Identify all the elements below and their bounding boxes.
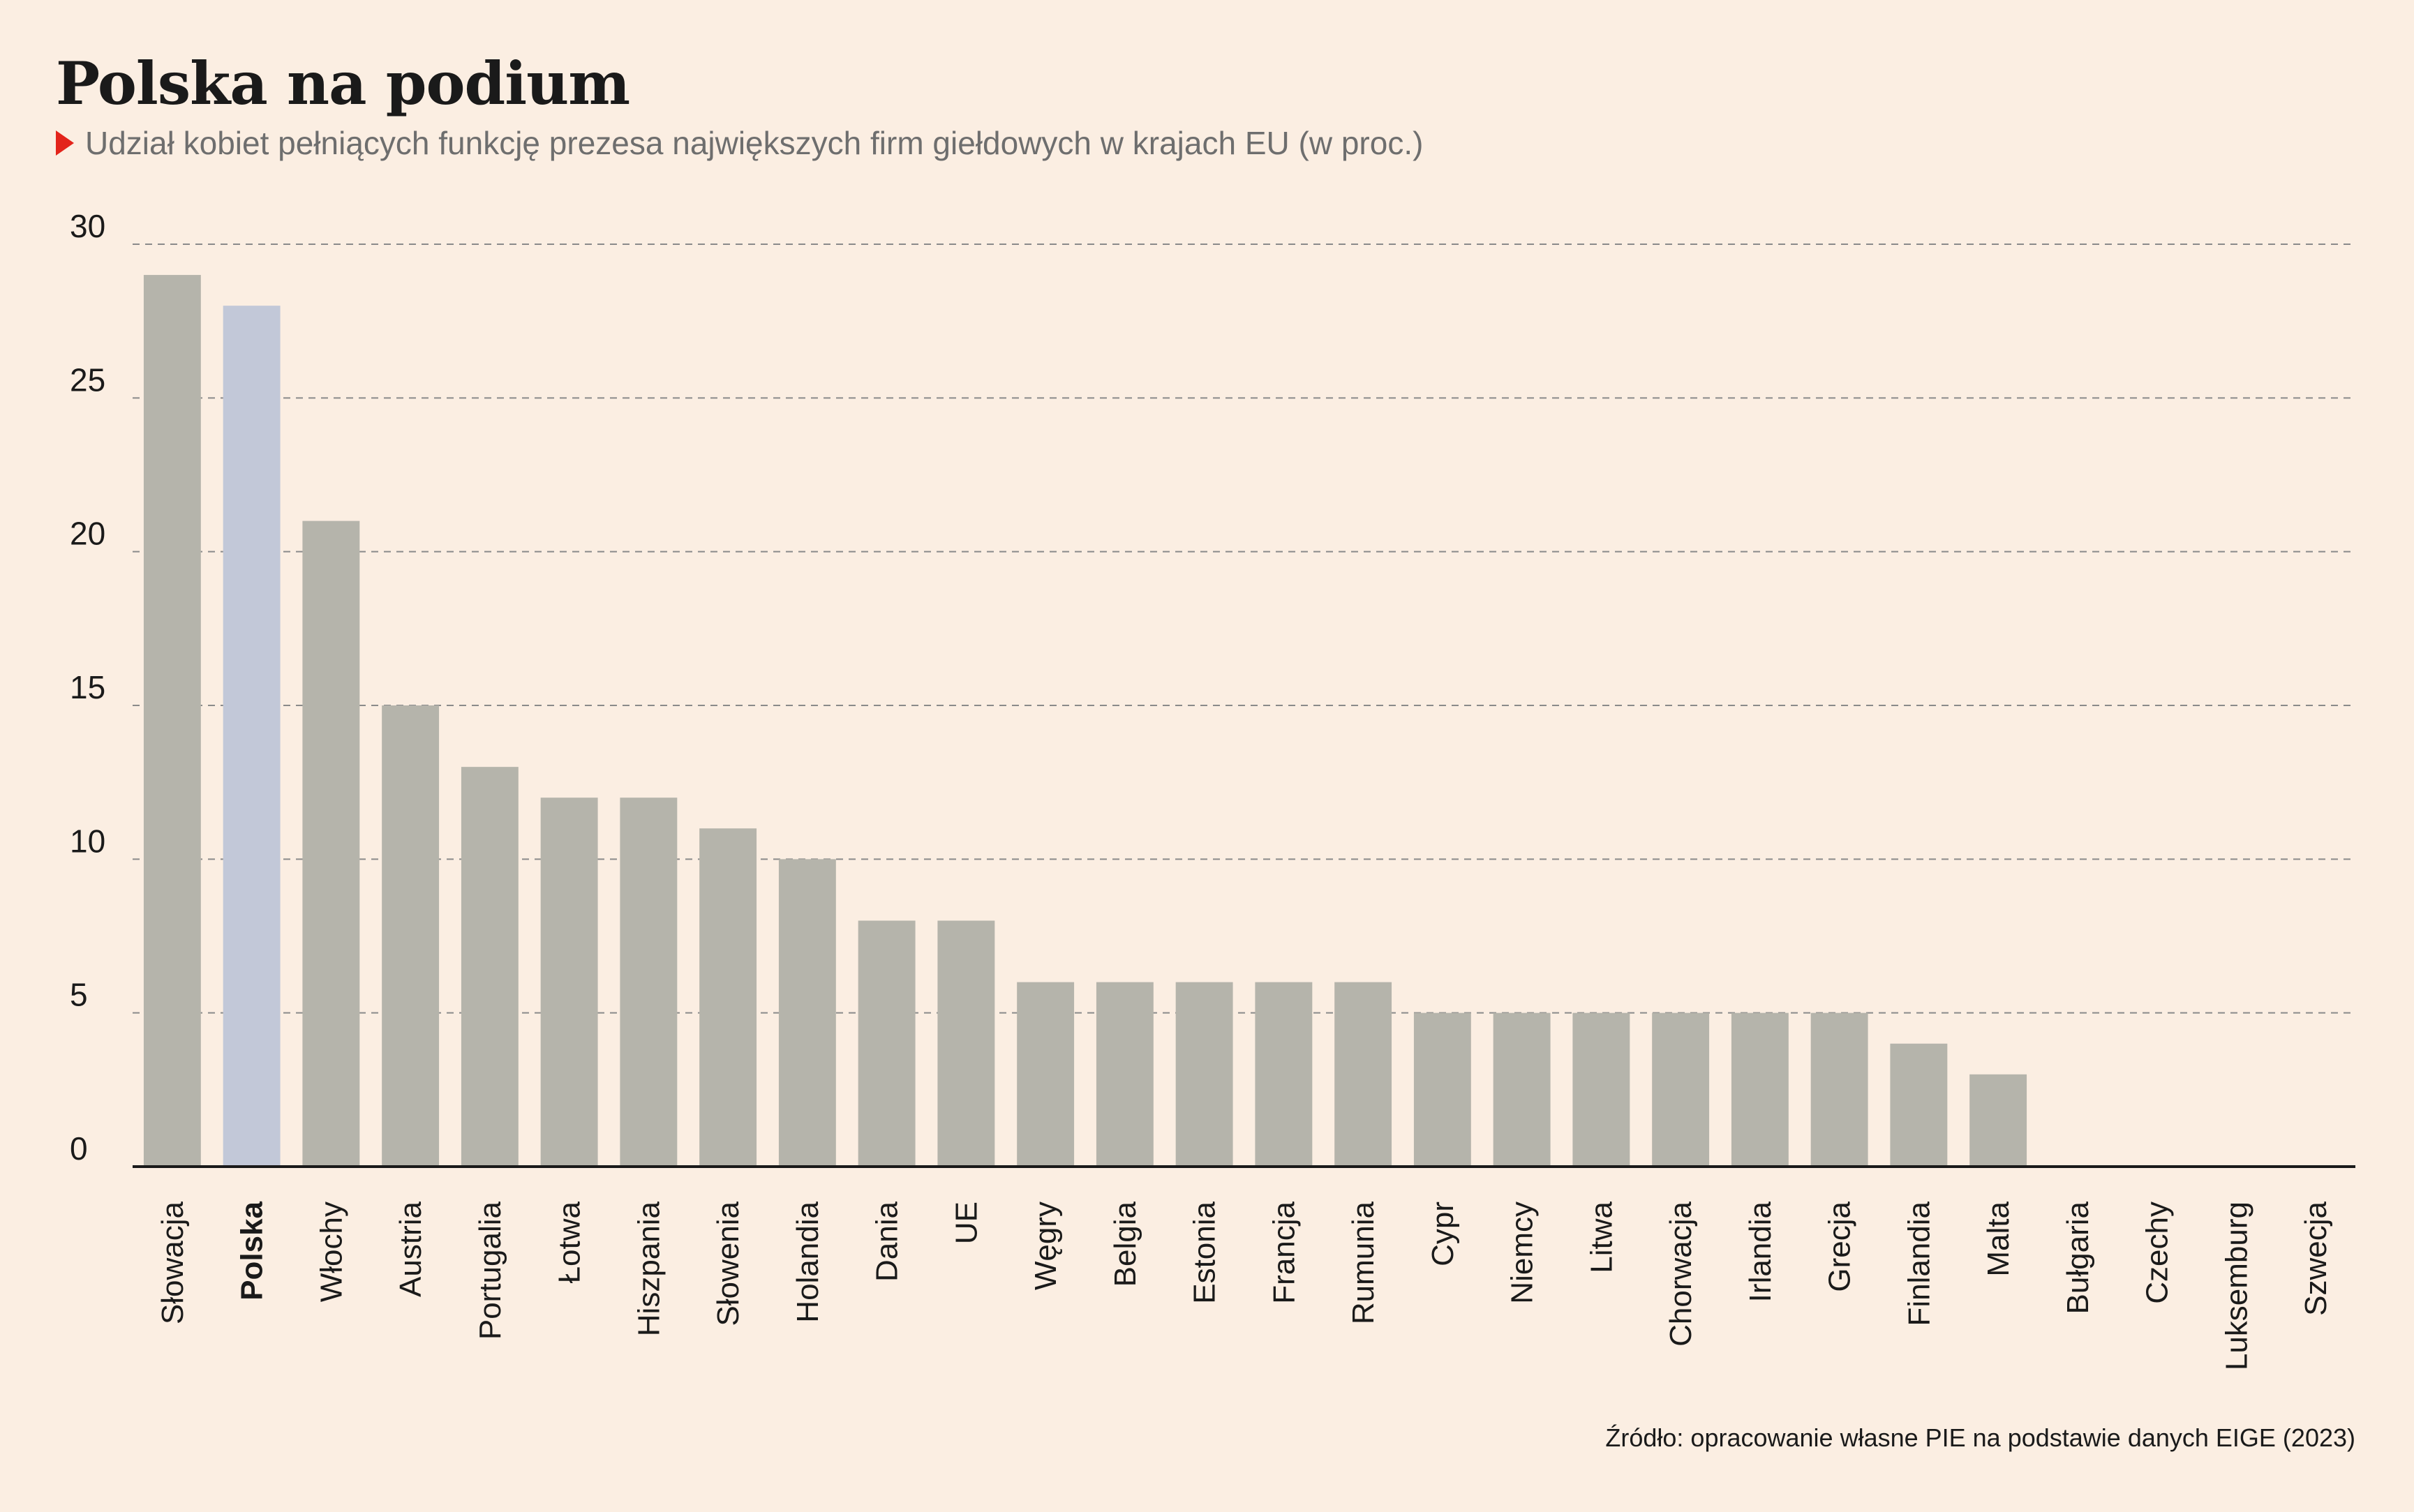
x-tick-label: Słowenia — [711, 1201, 745, 1326]
bar — [1096, 982, 1154, 1167]
y-tick-label: 25 — [70, 361, 105, 398]
chart-title: Polska na podium — [56, 49, 630, 118]
bars — [143, 275, 2027, 1167]
x-tick-label: Estonia — [1188, 1201, 1222, 1303]
x-tick-label: Grecja — [1823, 1201, 1857, 1292]
x-tick-label: Łotwa — [553, 1201, 587, 1283]
subtitle-text: Udział kobiet pełniących funkcję prezesa… — [85, 125, 1424, 161]
x-tick-label: Belgia — [1108, 1201, 1142, 1287]
bar — [1255, 982, 1313, 1167]
x-tick-label: Malta — [1981, 1201, 2016, 1276]
x-tick-label: Luksemburg — [2219, 1202, 2253, 1370]
bar — [778, 859, 836, 1167]
x-tick-label: Litwa — [1584, 1201, 1618, 1273]
x-tick-label: Bułgaria — [2061, 1201, 2095, 1314]
x-tick-label: Holandia — [791, 1201, 825, 1322]
bar — [1017, 982, 1075, 1167]
x-tick-label: Hiszpania — [632, 1201, 666, 1336]
y-tick-label: 15 — [70, 669, 105, 705]
x-tick-label: Czechy — [2140, 1202, 2175, 1304]
y-tick-label: 5 — [70, 977, 88, 1013]
x-tick-label: Dania — [870, 1201, 904, 1281]
x-axis-labels: Słowacja Polska Włochy Austria Portugalia Łot… — [156, 1201, 2333, 1370]
bar — [1731, 1012, 1789, 1167]
x-tick-label: Francja — [1267, 1201, 1301, 1303]
bar — [1652, 1012, 1710, 1167]
bar — [1175, 982, 1233, 1167]
bar — [302, 521, 360, 1167]
x-tick-label: Polska — [235, 1201, 269, 1300]
bar — [1890, 1043, 1948, 1167]
x-tick-label: Irlandia — [1743, 1201, 1778, 1302]
x-tick-label: Portugalia — [473, 1201, 507, 1340]
bar — [540, 798, 598, 1167]
x-tick-label: Chorwacja — [1664, 1201, 1698, 1346]
y-tick-label: 30 — [70, 208, 105, 244]
y-tick-label: 10 — [70, 823, 105, 859]
x-tick-label: Cypr — [1426, 1202, 1460, 1266]
bar — [461, 767, 519, 1167]
red-triangle-icon — [56, 130, 74, 156]
x-tick-label: Niemcy — [1505, 1202, 1540, 1304]
bar — [1493, 1012, 1551, 1167]
bar — [1810, 1012, 1868, 1167]
x-tick-label: Finlandia — [1902, 1201, 1936, 1326]
x-tick-label: Słowacja — [156, 1201, 190, 1324]
x-tick-label: Rumunia — [1346, 1201, 1380, 1324]
bar — [382, 705, 440, 1167]
bar — [937, 920, 995, 1167]
bar — [1572, 1012, 1630, 1167]
x-tick-label: Węgry — [1029, 1202, 1063, 1290]
x-tick-label: Włochy — [314, 1202, 348, 1302]
bar — [1969, 1074, 2027, 1167]
y-tick-label: 20 — [70, 516, 105, 552]
chart-subtitle: Udział kobiet pełniących funkcję prezesa… — [56, 124, 1423, 162]
x-tick-label: UE — [949, 1202, 983, 1244]
bar — [143, 275, 201, 1167]
source-note: Źródło: opracowanie własne PIE na podsta… — [1605, 1423, 2355, 1452]
x-tick-label: Szwecja — [2299, 1201, 2333, 1315]
bar — [620, 798, 678, 1167]
bar — [858, 920, 916, 1167]
y-tick-label: 0 — [70, 1130, 88, 1167]
x-tick-label: Austria — [394, 1201, 428, 1296]
bar — [699, 828, 757, 1167]
bar — [1334, 982, 1392, 1167]
bar — [1413, 1012, 1471, 1167]
y-axis-ticks: 0 5 10 15 20 25 30 — [70, 208, 105, 1167]
bar — [223, 306, 281, 1167]
